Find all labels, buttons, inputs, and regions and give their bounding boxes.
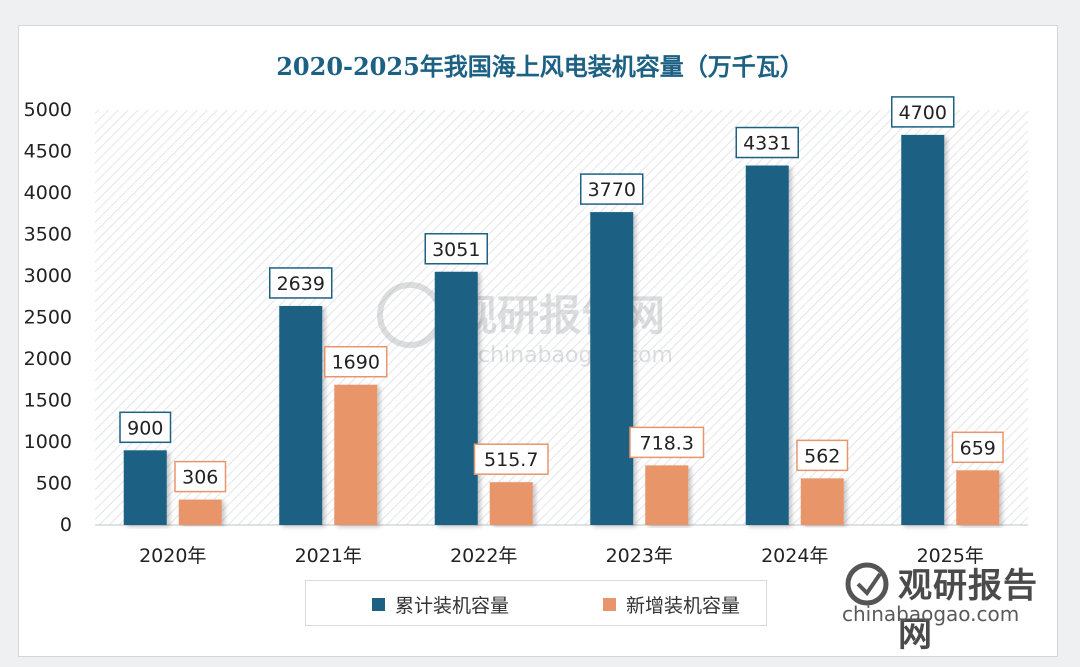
- x-tick-label: 2024年: [761, 545, 828, 567]
- x-tick-label: 2020年: [139, 545, 206, 567]
- bars: 900 2639 3051 3770 4331 4700 306 1690 515.7 718.3…: [119, 96, 1004, 526]
- data-label-box-cumulative: [269, 267, 333, 299]
- legend-label-cumulative: 累计装机容量: [395, 595, 510, 617]
- y-axis: 0 500 1000 1500 2000 2500 3000 3500 4000 4500 5000: [24, 99, 72, 536]
- x-axis: 2020年 2021年 2022年 2023年 2024年 2025年: [139, 545, 984, 567]
- data-label-new: 718.3: [640, 432, 694, 454]
- x-tick-label: 2023年: [606, 545, 673, 567]
- data-label-box-cumulative: [580, 173, 644, 205]
- data-label-box-cumulative: [424, 233, 488, 265]
- y-tick-label: 0: [60, 514, 72, 536]
- data-label-new: 562: [804, 445, 840, 467]
- bar-cumulative: [123, 450, 167, 525]
- data-label-box-cumulative: [735, 126, 799, 159]
- data-label-box-new: [796, 439, 849, 472]
- watermark-corner-cn: 观研报告网: [898, 566, 1038, 655]
- data-label-cumulative: 4700: [899, 102, 947, 124]
- y-tick-label: 3000: [24, 265, 72, 287]
- y-tick-label: 4000: [24, 182, 72, 204]
- plot-background: [95, 110, 1028, 525]
- y-tick-label: 500: [36, 473, 72, 495]
- watermark-en-text: chinabaogao.com: [478, 343, 673, 368]
- data-label-cumulative: 3051: [432, 239, 480, 261]
- data-label-cumulative: 2639: [277, 273, 325, 295]
- data-label-new: 659: [960, 437, 996, 459]
- bar-cumulative: [901, 134, 945, 525]
- data-label-box-cumulative: [891, 96, 955, 128]
- y-tick-label: 5000: [24, 99, 72, 121]
- data-label-box-new: [629, 426, 705, 459]
- y-tick-label: 1000: [24, 431, 72, 453]
- data-label-new: 306: [182, 467, 218, 489]
- legend: 累计装机容量 新增装机容量: [305, 580, 767, 626]
- data-label-box-new: [324, 345, 388, 378]
- legend-label-new: 新增装机容量: [626, 595, 741, 617]
- data-label-box-new: [951, 431, 1004, 464]
- bar-cumulative: [590, 212, 634, 525]
- watermark-corner-logo-icon: [845, 562, 889, 606]
- bar-new: [489, 482, 533, 525]
- data-label-new: 515.7: [484, 449, 538, 471]
- x-tick-label: 2022年: [450, 545, 517, 567]
- bar-new: [334, 384, 378, 525]
- y-tick-label: 2000: [24, 348, 72, 370]
- bar-new: [956, 470, 1000, 525]
- bar-new: [178, 499, 222, 525]
- bar-cumulative: [434, 271, 478, 525]
- bar-cumulative: [745, 165, 789, 526]
- y-tick-label: 3500: [24, 224, 72, 246]
- bar-new: [645, 465, 689, 525]
- legend-swatch-new: [603, 598, 616, 611]
- chart-title: 2020-2025年我国海上风电装机容量（万千瓦）: [276, 52, 804, 81]
- legend-item-cumulative: 累计装机容量: [372, 591, 509, 618]
- data-label-box-new: [473, 443, 549, 475]
- legend-item-new: 新增装机容量: [603, 591, 740, 618]
- y-tick-label: 4500: [24, 141, 72, 163]
- data-label-cumulative: 4331: [743, 133, 791, 155]
- x-tick-label: 2021年: [295, 545, 362, 567]
- corner-watermark: 观研报告网 chinabaogao.com: [840, 558, 1040, 655]
- x-tick-label: 2025年: [917, 545, 984, 567]
- watermark-corner-en: chinabaogao.com: [842, 602, 1020, 626]
- bar-cumulative: [279, 305, 323, 525]
- watermark-cn-text: 观研报告网: [455, 291, 665, 340]
- legend-swatch-cumulative: [372, 598, 385, 611]
- data-label-box-cumulative: [119, 411, 172, 444]
- data-label-cumulative: 3770: [588, 179, 636, 201]
- y-tick-label: 2500: [24, 307, 72, 329]
- data-label-new: 1690: [332, 352, 380, 374]
- data-label-cumulative: 900: [127, 417, 163, 439]
- y-tick-label: 1500: [24, 390, 72, 412]
- data-label-box-new: [174, 460, 227, 493]
- bar-new: [800, 478, 844, 525]
